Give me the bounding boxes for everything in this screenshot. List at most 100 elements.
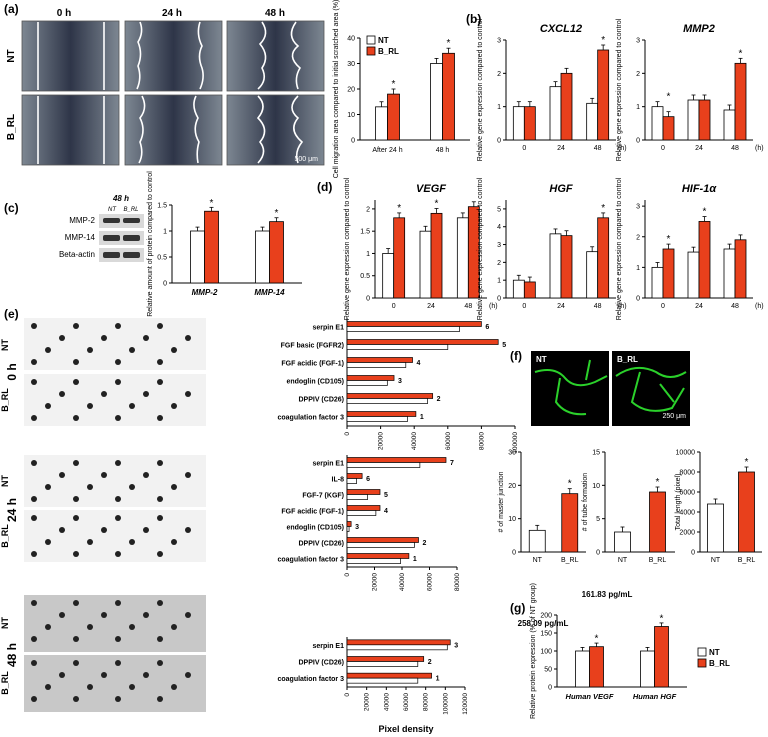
x-tick-label: MMP-2 [192, 288, 218, 297]
array-spot [73, 323, 79, 329]
array-row-nt-48h: NT [0, 617, 10, 629]
array-row-brl-0h: B_RL [0, 388, 10, 412]
bar [346, 489, 381, 495]
x-tick-label: 60000 [445, 432, 452, 450]
array-spot [31, 696, 37, 702]
bar [346, 494, 368, 500]
array-spot [87, 539, 93, 545]
array-spot [115, 636, 121, 642]
bar [456, 217, 469, 299]
y-tick-label: FGF acidic (FGF-1) [281, 361, 344, 368]
blot-band [123, 235, 140, 241]
bar [723, 248, 736, 299]
bar [549, 86, 562, 141]
array-spot [59, 391, 65, 397]
y-tick-label: 4 [497, 224, 501, 231]
array-spot [115, 696, 121, 702]
array-spot [59, 335, 65, 341]
annot-hgf: 161.83 pg/mL [582, 590, 633, 599]
y-tick-label: 10 [592, 483, 600, 490]
blot-row-mmp2: MMP-2 [69, 216, 95, 225]
array-spot [157, 551, 163, 557]
bar [430, 212, 443, 299]
y-axis-label: # of tube formation [582, 473, 589, 531]
x-tick-label: 40000 [383, 693, 390, 711]
chart-f_tube: 0 5 10 15 # of tube formation NT * B_RL [582, 450, 675, 564]
array-spots [31, 323, 191, 702]
array-spot [87, 684, 93, 690]
scale-bar-label-a: 500 μm [295, 156, 319, 163]
bar [687, 99, 700, 141]
y-axis-label: Relative amount of protein compared to c… [147, 171, 154, 317]
bar [346, 672, 432, 679]
array-spot [31, 496, 37, 502]
bar [614, 531, 631, 553]
x-tick-label: 100000 [512, 432, 519, 454]
bar [204, 210, 219, 284]
chart-b_mmp2: 0 1 2 3 Relative gene expression compared to… [616, 18, 764, 161]
array-spot [73, 415, 79, 421]
bar [346, 462, 421, 468]
bar [512, 279, 525, 299]
bar [442, 52, 455, 141]
significance-mark: * [667, 92, 671, 103]
y-tick-label: 0 [548, 685, 552, 692]
x-tick-label: B_RL [561, 557, 579, 564]
bar [734, 239, 747, 299]
western-blot: 48 h NT B_RL MMP-2 MMP-14 Beta-actin [59, 194, 144, 262]
x-tick-label: 100000 [442, 693, 449, 715]
array-spot [185, 391, 191, 397]
array-spot [45, 403, 51, 409]
x-tick-label: 24 [695, 303, 703, 310]
blot-title: 48 h [112, 194, 129, 203]
array-spot [31, 359, 37, 365]
bar [269, 221, 284, 284]
time-label-0h: 0 h [57, 8, 71, 19]
legend-swatch-brl [697, 658, 707, 668]
array-spot [157, 415, 163, 421]
y-tick-label: 0 [636, 138, 640, 145]
x-tick-label: 60000 [403, 693, 410, 711]
x-tick-label: 20000 [364, 693, 371, 711]
bar [651, 106, 664, 141]
blot-row-mmp14: MMP-14 [65, 233, 96, 242]
bar [346, 677, 419, 684]
significance-mark: * [447, 38, 451, 49]
bar [662, 116, 675, 141]
chart-f_junction: 0 10 20 30 # of master junction NT * B_RL [498, 450, 586, 564]
array-spot [31, 379, 37, 385]
x-tick-label: 48 [731, 303, 739, 310]
bar [346, 553, 410, 559]
chart-e_48h: 0 20000 40000 60000 80000 100000 120000 serpin … [277, 637, 469, 734]
y-tick-label: DPPIV (CD26) [298, 541, 344, 548]
row-label-nt: NT [6, 49, 17, 62]
legend-label-brl: B_RL [378, 47, 399, 56]
bar [346, 656, 425, 662]
bar [346, 362, 407, 368]
bar [738, 471, 755, 553]
significance-mark: * [745, 457, 749, 468]
x-tick-label: MMP-14 [254, 288, 285, 297]
y-tick-label: endoglin (CD105) [286, 379, 344, 386]
array-spot [143, 527, 149, 533]
y-tick-label: 6000 [679, 490, 695, 497]
array-spot [157, 496, 163, 502]
scale-bar-label-f: 250 μm [663, 413, 687, 420]
array-spot [129, 484, 135, 490]
bar [346, 416, 408, 422]
y-tick-label: 2 [366, 206, 370, 213]
array-spot [129, 624, 135, 630]
bar [346, 411, 417, 417]
tube-label-brl: B_RL [617, 355, 638, 364]
array-spot [157, 359, 163, 365]
y-tick-label: 200 [540, 613, 552, 620]
bar [649, 491, 666, 553]
significance-mark: * [392, 79, 396, 90]
bar [346, 393, 434, 399]
bar [560, 235, 573, 299]
array-spot [31, 600, 37, 606]
array-spot [45, 684, 51, 690]
bar [651, 266, 664, 299]
y-tick-label: 5 [497, 206, 501, 213]
